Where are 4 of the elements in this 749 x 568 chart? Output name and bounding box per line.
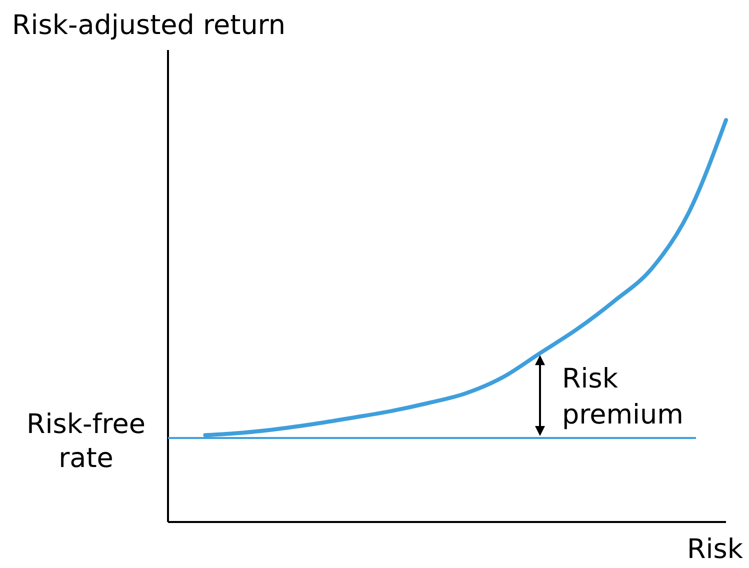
annotation: Risk premium — [562, 364, 684, 431]
x-axis-title: Risk — [687, 534, 744, 565]
ref-line-label: Risk-free rate — [26, 408, 146, 474]
y-axis-title: Risk-adjusted return — [12, 10, 286, 41]
